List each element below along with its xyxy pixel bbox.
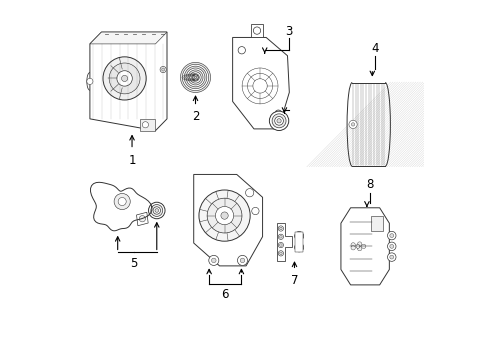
Circle shape — [109, 63, 140, 94]
Circle shape — [388, 231, 396, 240]
Text: 2: 2 — [192, 110, 199, 123]
Polygon shape — [137, 212, 148, 226]
Text: 1: 1 — [128, 154, 136, 167]
Polygon shape — [233, 37, 289, 129]
Text: 6: 6 — [221, 288, 228, 301]
Circle shape — [349, 120, 357, 129]
Circle shape — [160, 67, 166, 73]
Circle shape — [139, 216, 146, 222]
Circle shape — [103, 57, 146, 100]
Circle shape — [275, 117, 283, 125]
Circle shape — [182, 64, 209, 91]
Circle shape — [390, 255, 393, 259]
Circle shape — [351, 243, 355, 247]
Circle shape — [238, 46, 245, 54]
Polygon shape — [140, 119, 155, 131]
Text: 4: 4 — [371, 42, 379, 55]
Text: 8: 8 — [366, 179, 373, 192]
Polygon shape — [251, 24, 263, 37]
Circle shape — [212, 258, 216, 263]
Circle shape — [279, 252, 282, 255]
Circle shape — [195, 76, 196, 78]
Circle shape — [162, 68, 165, 71]
Circle shape — [278, 226, 284, 231]
Circle shape — [356, 244, 360, 248]
Circle shape — [190, 72, 201, 83]
Text: 5: 5 — [130, 257, 138, 270]
Circle shape — [184, 66, 207, 89]
Circle shape — [216, 206, 234, 225]
Circle shape — [388, 242, 396, 251]
Circle shape — [192, 74, 199, 81]
Circle shape — [238, 255, 247, 265]
Circle shape — [270, 111, 289, 131]
Circle shape — [272, 114, 286, 128]
Circle shape — [245, 189, 254, 197]
Circle shape — [153, 207, 161, 214]
Circle shape — [199, 190, 250, 241]
Polygon shape — [90, 32, 167, 131]
Circle shape — [294, 231, 304, 240]
Circle shape — [207, 198, 242, 233]
Circle shape — [142, 122, 148, 128]
Circle shape — [209, 255, 219, 265]
Circle shape — [155, 209, 159, 212]
Polygon shape — [276, 223, 292, 261]
Polygon shape — [91, 182, 152, 231]
Circle shape — [362, 244, 366, 248]
Text: 3: 3 — [285, 24, 293, 38]
Polygon shape — [90, 32, 167, 44]
Circle shape — [188, 70, 203, 85]
Circle shape — [277, 119, 281, 123]
Circle shape — [122, 75, 128, 81]
Circle shape — [358, 242, 362, 246]
Bar — [295, 231, 303, 252]
Bar — [371, 216, 383, 231]
Text: 7: 7 — [291, 274, 298, 287]
Circle shape — [87, 78, 93, 85]
Polygon shape — [194, 175, 263, 266]
Circle shape — [118, 198, 126, 206]
Circle shape — [388, 253, 396, 261]
Circle shape — [294, 243, 304, 252]
Circle shape — [351, 246, 355, 250]
Circle shape — [279, 235, 282, 238]
Circle shape — [390, 234, 393, 238]
Circle shape — [275, 110, 282, 117]
Circle shape — [252, 207, 259, 215]
Circle shape — [351, 123, 355, 126]
Circle shape — [186, 68, 205, 87]
Circle shape — [117, 71, 132, 86]
Circle shape — [180, 62, 211, 93]
Circle shape — [151, 204, 163, 216]
Circle shape — [253, 27, 261, 34]
Circle shape — [278, 251, 284, 256]
Circle shape — [358, 247, 362, 251]
Circle shape — [221, 212, 228, 219]
Polygon shape — [341, 208, 390, 285]
Circle shape — [279, 244, 282, 246]
Circle shape — [278, 242, 284, 248]
Circle shape — [114, 193, 130, 210]
Circle shape — [193, 75, 198, 80]
Circle shape — [278, 234, 284, 239]
Circle shape — [390, 244, 393, 248]
Circle shape — [148, 202, 165, 219]
Circle shape — [279, 227, 282, 230]
Circle shape — [240, 258, 245, 263]
